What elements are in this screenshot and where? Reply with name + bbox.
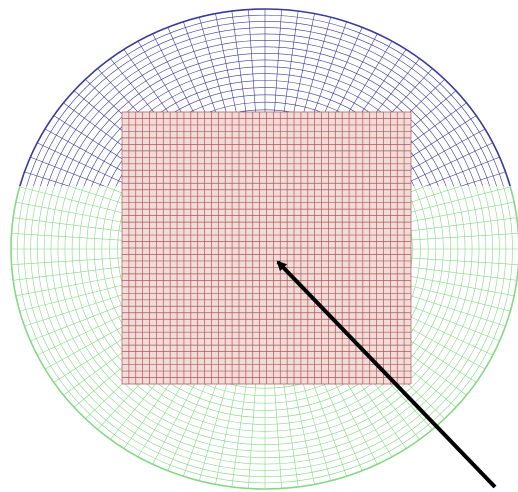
- mesh-diagram: [0, 0, 518, 492]
- page: [0, 0, 518, 492]
